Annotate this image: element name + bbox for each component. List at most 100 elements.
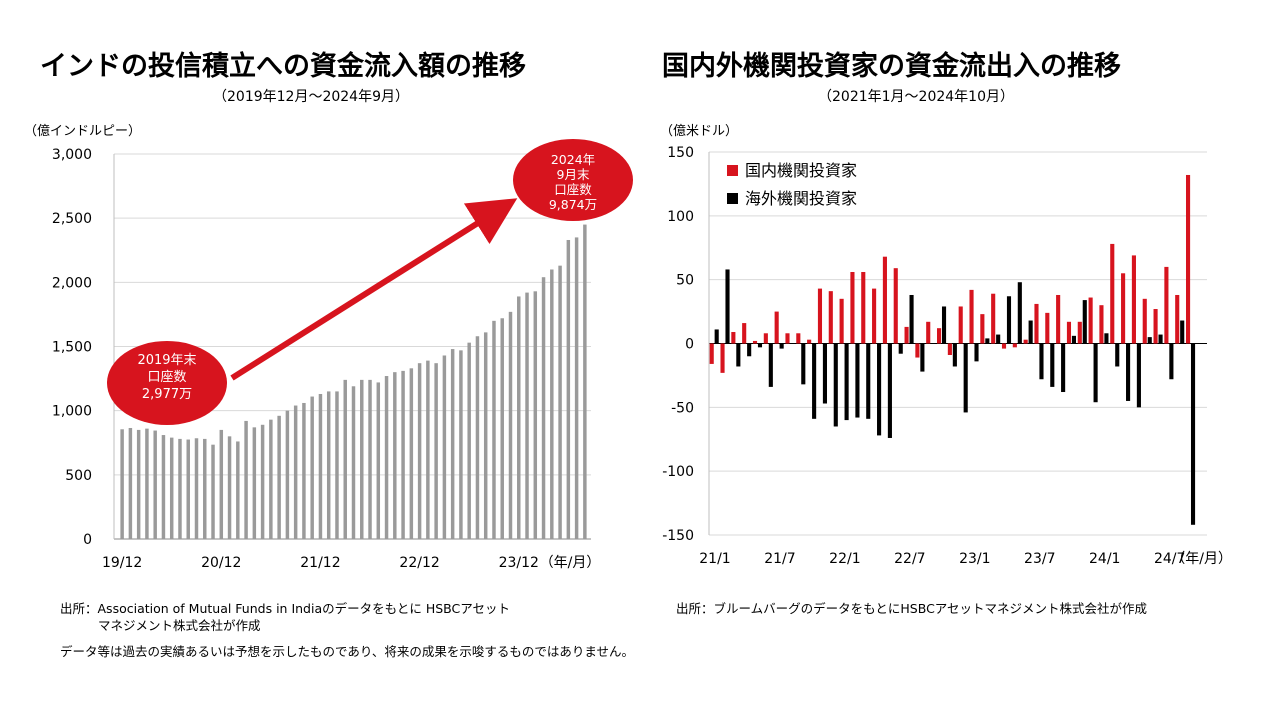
domestic-bar (1088, 297, 1093, 344)
foreign-bar (747, 343, 752, 357)
right-chart-title: 国内外機関投資家の資金流出入の推移 (662, 51, 1121, 82)
foreign-bar (714, 329, 719, 344)
domestic-bar (861, 272, 866, 344)
domestic-bar (1056, 294, 1061, 344)
left-bar (236, 441, 240, 539)
domestic-bar (980, 314, 985, 344)
left-bars (120, 224, 587, 540)
left-bar (161, 435, 166, 539)
foreign-bar (801, 343, 806, 385)
left-bar (318, 393, 323, 539)
foreign-bar (1115, 343, 1120, 367)
right-y-tick-label: -150 (662, 528, 694, 544)
left-bar (153, 430, 157, 539)
left-bar (393, 372, 397, 539)
left-bar (442, 355, 447, 539)
right-y-tick-label: 50 (676, 273, 694, 289)
annotation-2019-text: 口座数 (147, 370, 186, 385)
domestic-bar (1077, 321, 1082, 344)
left-bar (277, 415, 281, 539)
domestic-bar (731, 332, 736, 344)
right-y-tick-label: -50 (671, 400, 694, 416)
domestic-bar (936, 328, 942, 344)
foreign-bar (822, 343, 828, 404)
domestic-bar (1045, 312, 1050, 344)
right-x-axis-label: （年/月） (1171, 551, 1232, 567)
foreign-bar (1169, 343, 1174, 380)
left-bar (293, 405, 298, 539)
left-chart-subtitle: （2019年12月～2024年9月） (213, 89, 409, 105)
domestic-bar (1185, 174, 1191, 344)
legend-label: 海外機関投資家 (745, 189, 857, 208)
foreign-bar (1082, 300, 1087, 344)
left-bar (335, 391, 339, 539)
left-bar (219, 429, 224, 539)
left-y-tick-label: 2,000 (52, 275, 92, 291)
foreign-bar (996, 334, 1001, 344)
foreign-bar (1126, 343, 1131, 401)
domestic-bar (850, 272, 855, 344)
domestic-bar (752, 340, 758, 344)
foreign-bar (1028, 320, 1033, 344)
growth-arrow (230, 198, 518, 381)
left-bar (409, 368, 414, 539)
left-y-tick-label: 1,000 (52, 404, 92, 420)
foreign-bar (1104, 333, 1109, 344)
foreign-bar (1071, 335, 1077, 344)
left-bar (120, 429, 124, 539)
left-bar (244, 420, 248, 539)
annotation-2024-text: 2024年 (551, 152, 595, 167)
domestic-bar (882, 256, 887, 344)
legend-swatch (727, 193, 738, 204)
domestic-bar (1034, 303, 1039, 344)
domestic-bar (1066, 321, 1072, 344)
left-bar (302, 402, 306, 539)
left-bar (145, 428, 149, 539)
foreign-bar (974, 343, 979, 362)
right-x-tick-label: 21/1 (699, 551, 730, 567)
left-bar (550, 269, 554, 539)
right-bars (709, 174, 1196, 525)
domestic-bar (828, 291, 833, 344)
left-y-tick-label: 0 (83, 532, 92, 548)
right-y-tick-label: -100 (662, 464, 694, 480)
domestic-bar (926, 321, 931, 344)
left-axis: 3,000 2,500 2,000 1,500 1,000 500 0 19/12 20/12 2… (52, 147, 600, 571)
right-chart-subtitle: （2021年1月～2024年10月） (818, 89, 1014, 105)
left-bar (533, 291, 538, 539)
left-x-axis-label: （年/月） (540, 555, 601, 571)
foreign-bar (877, 343, 882, 436)
left-bar (401, 370, 405, 539)
domestic-bar (1110, 243, 1115, 344)
domestic-bar (774, 311, 779, 344)
annotation-2024-text: 口座数 (554, 182, 592, 197)
foreign-bar (898, 343, 903, 354)
left-y-tick-label: 3,000 (52, 147, 92, 163)
foreign-bar (1190, 343, 1196, 525)
foreign-bar (1039, 343, 1044, 380)
domestic-bar (904, 326, 909, 344)
left-y-tick-label: 500 (65, 468, 92, 484)
foreign-bar (985, 338, 990, 344)
left-bar (343, 379, 347, 539)
domestic-bar (1164, 266, 1169, 344)
left-bar (384, 376, 389, 539)
left-x-tick-label: 23/12 (499, 555, 539, 571)
right-x-tick-label: 24/1 (1089, 551, 1120, 567)
foreign-bar (833, 343, 838, 427)
right-y-unit-label: （億米ドル） (660, 124, 739, 139)
foreign-bar (866, 343, 871, 419)
domestic-bar (1142, 298, 1147, 344)
left-bar (500, 318, 504, 539)
left-bar (203, 438, 207, 539)
foreign-bar (1136, 343, 1141, 408)
foreign-bar (1006, 296, 1012, 344)
domestic-bar (872, 288, 877, 344)
left-bar (186, 439, 190, 539)
left-bar (326, 391, 331, 539)
annotation-2019-bubble (107, 341, 227, 425)
left-bar (517, 296, 521, 539)
foreign-bar (725, 269, 730, 344)
left-y-unit-label: （億インドルピー） (24, 124, 142, 139)
foreign-bar (1158, 334, 1163, 344)
